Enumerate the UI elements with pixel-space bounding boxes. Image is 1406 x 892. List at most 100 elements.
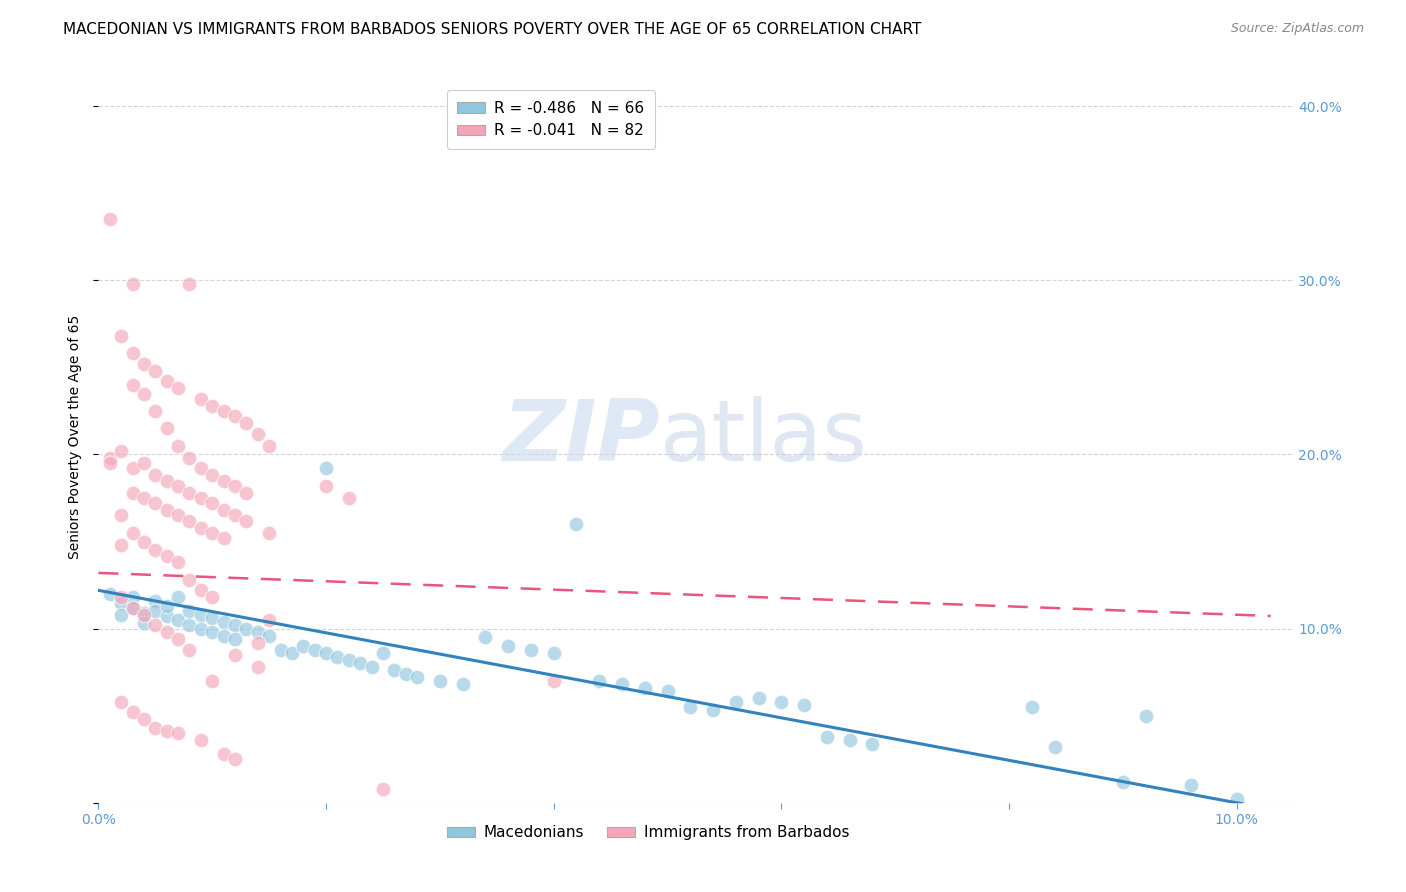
Point <box>610 677 633 691</box>
Point <box>406 670 429 684</box>
Point <box>657 684 679 698</box>
Point <box>190 461 212 475</box>
Point <box>212 474 235 488</box>
Point <box>224 409 246 424</box>
Point <box>121 525 143 540</box>
Point <box>121 377 143 392</box>
Point <box>224 618 246 632</box>
Point <box>588 673 610 688</box>
Point <box>110 591 132 605</box>
Point <box>496 639 519 653</box>
Point <box>132 491 155 505</box>
Point <box>167 726 190 740</box>
Point <box>132 712 155 726</box>
Point <box>143 721 166 735</box>
Point <box>246 635 269 649</box>
Point <box>371 646 394 660</box>
Point <box>167 632 190 646</box>
Point <box>257 439 280 453</box>
Point <box>371 781 394 796</box>
Point <box>190 622 212 636</box>
Point <box>326 649 349 664</box>
Point <box>156 421 179 435</box>
Point <box>201 611 224 625</box>
Point <box>201 625 224 640</box>
Point <box>110 595 132 609</box>
Point <box>190 491 212 505</box>
Point <box>190 733 212 747</box>
Point <box>360 660 382 674</box>
Point <box>212 531 235 545</box>
Point <box>190 392 212 406</box>
Point <box>201 399 224 413</box>
Point <box>349 657 371 671</box>
Point <box>235 514 257 528</box>
Point <box>179 514 201 528</box>
Point <box>201 591 224 605</box>
Point <box>156 599 179 613</box>
Point <box>337 653 360 667</box>
Point <box>838 733 860 747</box>
Point <box>156 474 179 488</box>
Point <box>143 404 166 418</box>
Point <box>270 642 292 657</box>
Point <box>143 543 166 558</box>
Point <box>179 450 201 465</box>
Point <box>110 695 132 709</box>
Point <box>190 521 212 535</box>
Point <box>246 625 269 640</box>
Point <box>201 468 224 483</box>
Point <box>110 444 132 458</box>
Point <box>281 646 304 660</box>
Point <box>143 364 166 378</box>
Point <box>121 591 143 605</box>
Y-axis label: Seniors Poverty Over the Age of 65: Seniors Poverty Over the Age of 65 <box>69 315 83 559</box>
Text: MACEDONIAN VS IMMIGRANTS FROM BARBADOS SENIORS POVERTY OVER THE AGE OF 65 CORREL: MACEDONIAN VS IMMIGRANTS FROM BARBADOS S… <box>63 22 922 37</box>
Point <box>520 642 543 657</box>
Point <box>702 704 724 718</box>
Point <box>793 698 815 713</box>
Point <box>98 212 121 227</box>
Point <box>121 277 143 291</box>
Point <box>110 508 132 523</box>
Point <box>167 479 190 493</box>
Point <box>179 485 201 500</box>
Text: ZIP: ZIP <box>502 395 661 479</box>
Point <box>565 517 588 532</box>
Point <box>143 468 166 483</box>
Point <box>315 646 337 660</box>
Point <box>156 503 179 517</box>
Point <box>292 639 315 653</box>
Point <box>212 615 235 629</box>
Point <box>246 660 269 674</box>
Point <box>179 277 201 291</box>
Point <box>179 604 201 618</box>
Point <box>121 346 143 360</box>
Point <box>201 673 224 688</box>
Point <box>1021 700 1043 714</box>
Point <box>98 450 121 465</box>
Point <box>224 508 246 523</box>
Point <box>132 616 155 631</box>
Point <box>167 381 190 395</box>
Point <box>315 479 337 493</box>
Point <box>132 456 155 470</box>
Point <box>724 695 747 709</box>
Point <box>235 485 257 500</box>
Point <box>156 549 179 563</box>
Point <box>121 600 143 615</box>
Point <box>156 625 179 640</box>
Text: atlas: atlas <box>661 395 868 479</box>
Point <box>860 737 883 751</box>
Point <box>179 642 201 657</box>
Point <box>143 496 166 510</box>
Point <box>451 677 474 691</box>
Point <box>179 618 201 632</box>
Point <box>179 573 201 587</box>
Point <box>257 525 280 540</box>
Point <box>543 646 565 660</box>
Point <box>156 609 179 624</box>
Point <box>132 607 155 622</box>
Text: Source: ZipAtlas.com: Source: ZipAtlas.com <box>1230 22 1364 36</box>
Point <box>815 730 838 744</box>
